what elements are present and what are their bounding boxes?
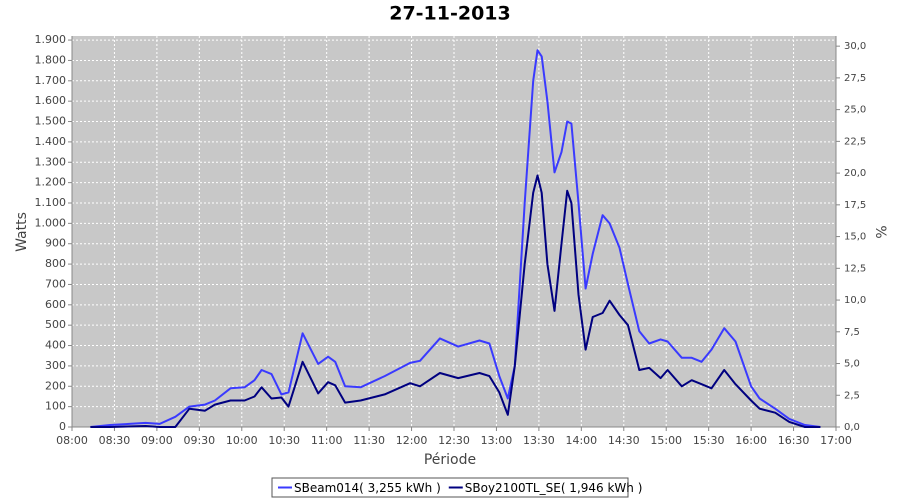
y-tick-label: 800 — [45, 257, 66, 270]
x-tick-label: 14:00 — [565, 434, 597, 447]
y-tick-label: 1.000 — [35, 216, 67, 229]
x-tick-label: 11:00 — [311, 434, 343, 447]
legend-label: SBeam014( 3,255 kWh ) — [294, 481, 441, 495]
y-tick-label: 1.500 — [35, 115, 67, 128]
x-tick-label: 15:00 — [650, 434, 682, 447]
y2-tick-label: 17,5 — [844, 200, 866, 211]
y2-tick-label: 10,0 — [844, 295, 866, 306]
y2-tick-label: 22,5 — [844, 136, 866, 147]
legend-label: SBoy2100TL_SE( 1,946 kWh ) — [465, 481, 643, 495]
data-line — [90, 174, 821, 428]
x-tick-label: 14:30 — [608, 434, 640, 447]
y-tick-label: 700 — [45, 277, 66, 290]
y2-tick-label: 7,5 — [844, 327, 860, 338]
x-tick-label: 11:30 — [353, 434, 385, 447]
y-tick-label: 1.200 — [35, 176, 67, 189]
y-tick-label: 1.300 — [35, 155, 67, 168]
y2-tick-label: 15,0 — [844, 232, 866, 243]
x-tick-label: 09:00 — [141, 434, 173, 447]
x-tick-label: 10:00 — [226, 434, 258, 447]
y2-tick-label: 2,5 — [844, 390, 860, 401]
y-tick-label: 1.900 — [35, 33, 67, 46]
y-tick-label: 1.800 — [35, 53, 67, 66]
x-tick-label: 13:30 — [523, 434, 555, 447]
y-axis-label: Watts — [14, 212, 30, 252]
y-tick-label: 400 — [45, 339, 66, 352]
y2-tick-label: 0,0 — [844, 422, 860, 433]
y-tick-label: 100 — [45, 400, 66, 413]
x-tick-label: 08:30 — [99, 434, 131, 447]
x-tick-label: 09:30 — [183, 434, 215, 447]
y-tick-label: 0 — [59, 420, 66, 433]
y-tick-label: 600 — [45, 298, 66, 311]
x-tick-label: 12:30 — [438, 434, 470, 447]
x-tick-label: 16:30 — [778, 434, 810, 447]
y-tick-label: 1.400 — [35, 135, 67, 148]
x-tick-label: 12:00 — [396, 434, 428, 447]
x-tick-label: 16:00 — [735, 434, 767, 447]
y2-tick-label: 20,0 — [844, 168, 866, 179]
y-tick-label: 900 — [45, 237, 66, 250]
x-tick-label: 17:00 — [820, 434, 852, 447]
y2-tick-label: 27,5 — [844, 73, 866, 84]
y2-tick-label: 30,0 — [844, 41, 866, 52]
y-tick-label: 200 — [45, 379, 66, 392]
y-tick-label: 500 — [45, 318, 66, 331]
x-tick-label: 08:00 — [56, 434, 88, 447]
y2-tick-label: 25,0 — [844, 105, 866, 116]
y2-tick-label: 12,5 — [844, 263, 866, 274]
x-tick-label: 15:30 — [693, 434, 725, 447]
x-tick-label: 13:00 — [481, 434, 513, 447]
y-tick-label: 1.100 — [35, 196, 67, 209]
chart-title: 27-11-2013 — [389, 3, 511, 25]
y-tick-label: 300 — [45, 359, 66, 372]
x-tick-label: 10:30 — [268, 434, 300, 447]
y-tick-label: 1.700 — [35, 74, 67, 87]
data-line — [90, 49, 821, 428]
y-tick-label: 1.600 — [35, 94, 67, 107]
y2-axis-label: % — [872, 225, 888, 238]
y2-tick-label: 5,0 — [844, 359, 860, 370]
x-axis-label: Période — [424, 452, 476, 468]
